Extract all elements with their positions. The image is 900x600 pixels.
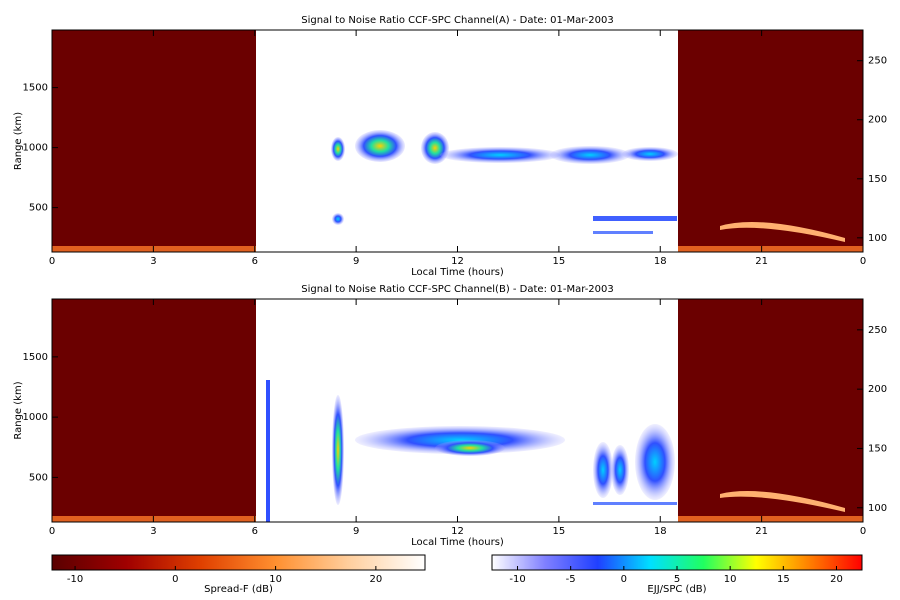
- colorbar-tick-label: 5: [674, 574, 680, 585]
- chart-title: Signal to Noise Ratio CCF-SPC Channel(A)…: [301, 15, 613, 26]
- x-axis-label: Local Time (hours): [411, 537, 504, 548]
- x-tick-label: 0: [49, 256, 55, 267]
- x-tick-label: 15: [553, 256, 566, 267]
- colorbar-tick-label: 20: [370, 574, 383, 585]
- y-tick-label: 1500: [23, 83, 48, 94]
- x-axis-label: Local Time (hours): [411, 267, 504, 278]
- x-tick-label: 0: [860, 256, 866, 267]
- colorbar-tick-label: 20: [830, 574, 843, 585]
- colorbar-label: Spread-F (dB): [204, 584, 273, 595]
- colorbar-tick-label: -5: [566, 574, 576, 585]
- x-tick-label: 9: [353, 526, 359, 537]
- colorbar-label: EJJ/SPC (dB): [647, 584, 706, 595]
- x-tick-label: 21: [755, 526, 768, 537]
- colorbar-tick-label: 10: [724, 574, 737, 585]
- y-tick-label: 500: [29, 472, 48, 483]
- x-tick-label: 21: [755, 256, 768, 267]
- y-axis-label: Range (km): [13, 112, 24, 170]
- x-tick-label: 6: [252, 526, 258, 537]
- colorbar-tick-label: 0: [621, 574, 627, 585]
- colorbar: [51, 554, 426, 571]
- colorbar-tick-label: 0: [172, 574, 178, 585]
- colorbar-tick-label: -10: [67, 574, 83, 585]
- x-tick-label: 18: [654, 526, 667, 537]
- x-tick-label: 6: [252, 256, 258, 267]
- y2-tick-label: 100: [868, 233, 887, 244]
- y2-tick-label: 200: [868, 115, 887, 126]
- y-tick-label: 500: [29, 203, 48, 214]
- y2-tick-label: 200: [868, 384, 887, 395]
- y2-tick-label: 250: [868, 56, 887, 67]
- y2-tick-label: 150: [868, 443, 887, 454]
- colorbar-tick-label: 10: [269, 574, 282, 585]
- x-tick-label: 0: [860, 526, 866, 537]
- x-tick-label: 15: [553, 526, 566, 537]
- x-tick-label: 3: [150, 526, 156, 537]
- y-tick-label: 1500: [23, 352, 48, 363]
- y2-tick-label: 150: [868, 174, 887, 185]
- x-tick-label: 18: [654, 256, 667, 267]
- chart-title: Signal to Noise Ratio CCF-SPC Channel(B)…: [301, 284, 614, 295]
- y-tick-label: 1000: [23, 143, 48, 154]
- panel-b-image: [52, 299, 863, 522]
- x-tick-label: 9: [353, 256, 359, 267]
- y-axis-label: Range (km): [13, 381, 24, 439]
- x-tick-label: 12: [451, 526, 464, 537]
- x-tick-label: 12: [451, 256, 464, 267]
- x-tick-label: 3: [150, 256, 156, 267]
- y2-tick-label: 100: [868, 503, 887, 514]
- colorbar-tick-label: -10: [509, 574, 525, 585]
- x-tick-label: 0: [49, 526, 55, 537]
- colorbar-tick-label: 15: [777, 574, 790, 585]
- y2-tick-label: 250: [868, 325, 887, 336]
- y-tick-label: 1000: [23, 412, 48, 423]
- panel-a-image: [52, 30, 863, 252]
